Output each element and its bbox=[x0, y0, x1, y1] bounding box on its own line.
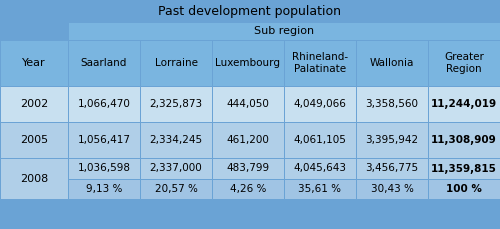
Bar bbox=[140, 122, 212, 158]
Text: Greater
Region: Greater Region bbox=[444, 52, 484, 74]
Text: 4,045,643: 4,045,643 bbox=[294, 164, 346, 174]
Bar bbox=[212, 179, 284, 199]
Text: Saarland: Saarland bbox=[81, 58, 127, 68]
Text: 2008: 2008 bbox=[20, 174, 48, 183]
Bar bbox=[68, 22, 500, 40]
Bar bbox=[428, 122, 500, 158]
Text: 3,395,942: 3,395,942 bbox=[366, 135, 418, 145]
Text: 483,799: 483,799 bbox=[226, 164, 270, 174]
Text: Lorraine: Lorraine bbox=[154, 58, 198, 68]
Bar bbox=[428, 40, 500, 86]
Bar bbox=[428, 86, 500, 122]
Text: 30,43 %: 30,43 % bbox=[370, 184, 414, 194]
Bar bbox=[0, 40, 68, 86]
Text: 20,57 %: 20,57 % bbox=[154, 184, 198, 194]
Bar bbox=[68, 40, 140, 86]
Text: 4,061,105: 4,061,105 bbox=[294, 135, 346, 145]
Bar bbox=[68, 158, 140, 179]
Bar bbox=[140, 158, 212, 179]
Bar bbox=[284, 179, 356, 199]
Bar bbox=[356, 158, 428, 179]
Bar bbox=[140, 86, 212, 122]
Bar bbox=[284, 86, 356, 122]
Text: 2002: 2002 bbox=[20, 99, 48, 109]
Text: 11,359,815: 11,359,815 bbox=[431, 164, 497, 174]
Text: 9,13 %: 9,13 % bbox=[86, 184, 122, 194]
Bar bbox=[212, 122, 284, 158]
Bar bbox=[356, 40, 428, 86]
Text: 1,056,417: 1,056,417 bbox=[78, 135, 130, 145]
Text: 11,244,019: 11,244,019 bbox=[431, 99, 497, 109]
Bar bbox=[212, 40, 284, 86]
Text: 444,050: 444,050 bbox=[226, 99, 270, 109]
Bar bbox=[212, 86, 284, 122]
Bar bbox=[0, 0, 500, 22]
Bar bbox=[0, 86, 68, 122]
Bar bbox=[0, 22, 68, 40]
Text: Past development population: Past development population bbox=[158, 5, 342, 17]
Bar bbox=[356, 86, 428, 122]
Text: 2005: 2005 bbox=[20, 135, 48, 145]
Text: 2,325,873: 2,325,873 bbox=[150, 99, 203, 109]
Text: 2,334,245: 2,334,245 bbox=[150, 135, 203, 145]
Bar bbox=[356, 179, 428, 199]
Bar bbox=[68, 86, 140, 122]
Text: 100 %: 100 % bbox=[446, 184, 482, 194]
Bar bbox=[140, 179, 212, 199]
Bar bbox=[284, 40, 356, 86]
Bar bbox=[0, 122, 68, 158]
Bar bbox=[428, 158, 500, 179]
Text: 1,066,470: 1,066,470 bbox=[78, 99, 130, 109]
Bar bbox=[356, 122, 428, 158]
Text: 461,200: 461,200 bbox=[226, 135, 270, 145]
Bar bbox=[0, 158, 68, 199]
Text: Wallonia: Wallonia bbox=[370, 58, 414, 68]
Text: Rhineland-
Palatinate: Rhineland- Palatinate bbox=[292, 52, 348, 74]
Bar bbox=[212, 158, 284, 179]
Text: 4,26 %: 4,26 % bbox=[230, 184, 266, 194]
Text: 1,036,598: 1,036,598 bbox=[78, 164, 130, 174]
Text: 35,61 %: 35,61 % bbox=[298, 184, 342, 194]
Text: Sub region: Sub region bbox=[254, 26, 314, 36]
Text: 11,308,909: 11,308,909 bbox=[431, 135, 497, 145]
Text: Luxembourg: Luxembourg bbox=[216, 58, 280, 68]
Text: 2,337,000: 2,337,000 bbox=[150, 164, 203, 174]
Bar bbox=[284, 158, 356, 179]
Bar bbox=[68, 179, 140, 199]
Text: 4,049,066: 4,049,066 bbox=[294, 99, 346, 109]
Bar bbox=[140, 40, 212, 86]
Bar bbox=[284, 122, 356, 158]
Bar bbox=[68, 122, 140, 158]
Text: 3,456,775: 3,456,775 bbox=[366, 164, 418, 174]
Text: Year: Year bbox=[22, 58, 46, 68]
Text: 3,358,560: 3,358,560 bbox=[366, 99, 418, 109]
Bar bbox=[428, 179, 500, 199]
